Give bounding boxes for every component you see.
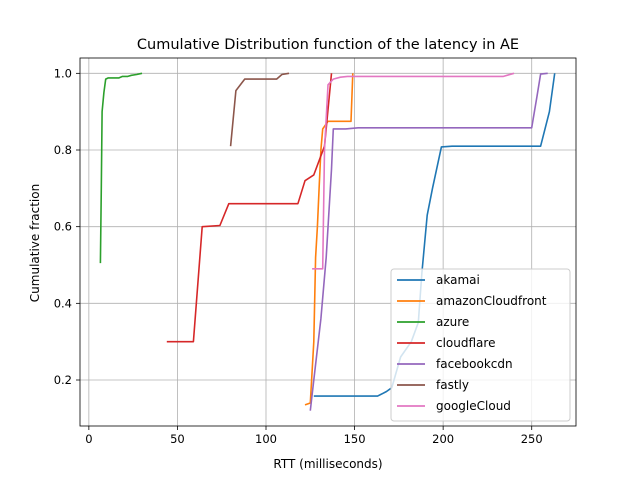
y-tick-label: 0.6 [54,220,72,234]
legend-label-cloudflare: cloudflare [436,336,495,350]
y-tick-label: 0.2 [54,373,72,387]
x-tick-label: 250 [521,432,543,446]
x-tick-label: 150 [344,432,366,446]
legend-label-akamai: akamai [436,273,480,287]
legend-label-azure: azure [436,315,469,329]
series-line-facebookcdn [309,72,548,411]
legend-label-googleCloud: googleCloud [436,399,511,413]
y-tick-label: 0.4 [54,296,72,310]
x-tick-label: 100 [255,432,277,446]
series-line-cloudflare [166,73,333,343]
legend: akamai amazonCloudfront azure cloudflare fac… [390,268,571,422]
plot-area-frame [79,57,577,427]
x-tick-label: 0 [85,432,92,446]
series-line-azure [99,72,143,264]
legend-label-amazonCloudfront: amazonCloudfront [436,294,547,308]
series-line-fastly [229,72,290,147]
y-axis-label: Cumulative fraction [28,184,42,302]
legend-label-facebookcdn: facebookcdn [436,357,513,371]
legend-label-fastly: fastly [436,378,469,392]
tick-layer: 0 50 100 150 200 250 0.2 0.4 0.6 0.8 1.0 [54,66,543,446]
y-tick-label: 1.0 [54,66,72,80]
x-axis-label: RTT (milliseconds) [273,457,382,471]
series-layer [99,72,556,411]
x-tick-label: 200 [432,432,454,446]
legend-box [390,268,571,422]
series-line-googleCloud [312,72,515,270]
x-tick-label: 50 [170,432,185,446]
series-line-amazonCloudfront [304,73,354,406]
y-tick-label: 0.8 [54,143,72,157]
chart-title: Cumulative Distribution function of the … [137,37,519,53]
